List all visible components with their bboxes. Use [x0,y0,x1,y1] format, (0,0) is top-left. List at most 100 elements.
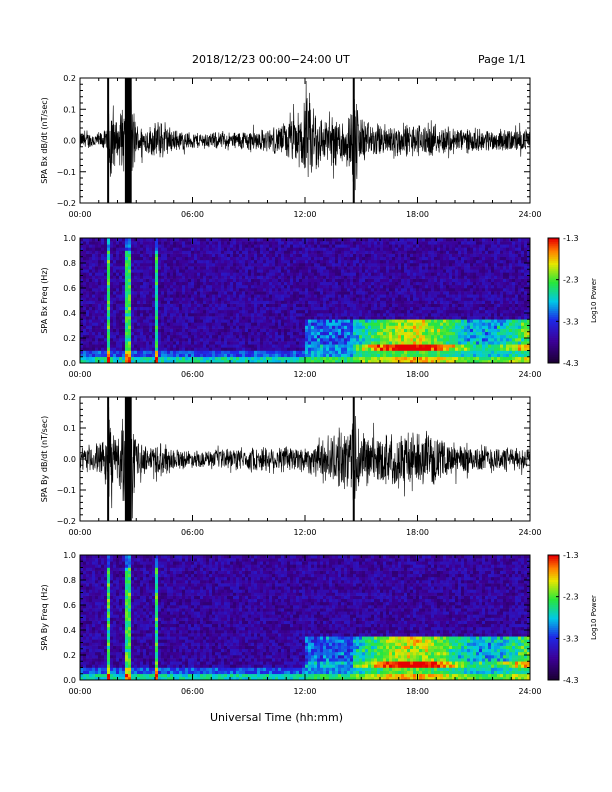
spectrogram-cell [308,272,312,276]
spectrogram-cell [233,284,237,289]
spectrogram-cell [188,359,192,364]
spectrogram-cell [311,334,315,339]
spectrogram-cell [323,322,327,326]
spectrogram-cell [104,266,108,270]
spectrogram-cell [179,313,183,317]
spectrogram-cell [110,288,114,292]
spectrogram-cell [212,291,216,295]
spectrogram-cell [236,341,240,345]
spectrogram-cell [317,244,321,248]
spectrogram-cell [167,259,171,264]
spectrogram-cell [266,263,270,267]
spectrogram-cell [332,300,336,304]
spectrogram-cell [164,278,168,283]
spectrogram-cell [383,241,387,245]
spectrogram-cell [428,250,432,254]
spectrogram-cell [386,347,390,351]
spectrogram-cell [134,297,138,301]
spectrogram-cell [89,297,93,301]
spectrogram-cell [206,319,210,323]
spectrogram-cell [263,278,267,283]
spectrogram-cell [110,294,114,298]
spectrogram-cell [398,281,402,286]
spectrogram-cell [86,309,90,314]
spectrogram-cell [227,281,231,286]
spectrogram-cell [92,313,96,317]
spectrogram-cell [137,316,141,320]
spectrogram-cell [260,281,264,286]
spectrogram-cell [89,278,93,283]
spectrogram-cell [245,322,249,326]
spectrogram-cell [425,338,429,342]
spectrogram-cell [362,309,366,314]
spectrogram-cell [254,291,258,295]
spectrogram-cell [275,256,279,261]
spectrogram-cell [266,300,270,304]
spectrogram-cell [95,338,99,342]
spectrogram-cell [302,328,306,333]
spectrogram-cell [110,244,114,248]
spectrogram-cell [305,244,309,248]
spectrogram-cell [413,278,417,283]
spectrogram-cell [425,241,429,245]
spectrogram-cell [254,244,258,248]
spectrogram-cell [305,278,309,283]
spectrogram-cell [80,306,84,311]
spectrogram-cell [251,241,255,245]
spectrogram-cell [203,244,207,248]
spectrogram-cell [80,338,84,342]
spectrogram-cell [353,319,357,323]
spectrogram-cell [131,309,135,314]
spectrogram-cell [305,341,309,345]
spectrogram-cell [119,338,123,342]
spectrogram-cell [368,344,372,348]
spectrogram-cell [362,294,366,298]
spectrogram-cell [374,238,378,242]
spectrogram-cell [95,269,99,273]
spectrogram-cell [356,284,360,289]
spectrogram-cell [341,259,345,264]
spectrogram-cell [428,300,432,304]
spectrogram-cell [278,253,282,258]
spectrogram-cell [347,350,351,354]
spectrogram-cell [80,263,84,267]
spectrogram-cell [311,300,315,304]
y-tick-label: −0.1 [57,168,76,177]
spectrogram-cell [218,344,222,348]
spectrogram-cell [287,241,291,245]
spectrogram-cell [407,241,411,245]
spectrogram-cell [287,275,291,279]
spectrogram-cell [173,288,177,292]
spectrogram-cell [407,328,411,333]
spectrogram-cell [116,241,120,245]
spectrogram-cell [308,319,312,323]
spectrogram-cell [146,306,150,311]
spectrogram-cell [92,288,96,292]
spectrogram-cell [395,303,399,308]
spectrogram-cell [416,334,420,339]
spectrogram-cell [215,278,219,283]
spectrogram-cell [263,297,267,301]
spectrogram-cell [278,244,282,248]
spectrogram-cell [383,291,387,295]
spectrogram-cell [194,294,198,298]
spectrogram-cell [389,338,393,342]
spectrogram-cell [185,253,189,258]
spectrogram-cell [314,347,318,351]
spectrogram-cell [242,241,246,245]
spectrogram-cell [419,316,423,320]
spectrogram-cell [389,238,393,242]
spectrogram-cell [263,275,267,279]
spectrogram-cell [230,338,234,342]
spectrogram-cell [128,359,132,364]
spectrogram-cell [356,334,360,339]
spectrogram-cell [179,356,183,361]
spectrogram-cell [149,244,153,248]
spectrogram-cell [98,238,102,242]
spectrogram-cell [353,341,357,345]
spectrogram-cell [152,300,156,304]
spectrogram-cell [272,344,276,348]
spectrogram-cell [431,244,435,248]
spectrogram-cell [437,303,441,308]
spectrogram-cell [401,353,405,358]
